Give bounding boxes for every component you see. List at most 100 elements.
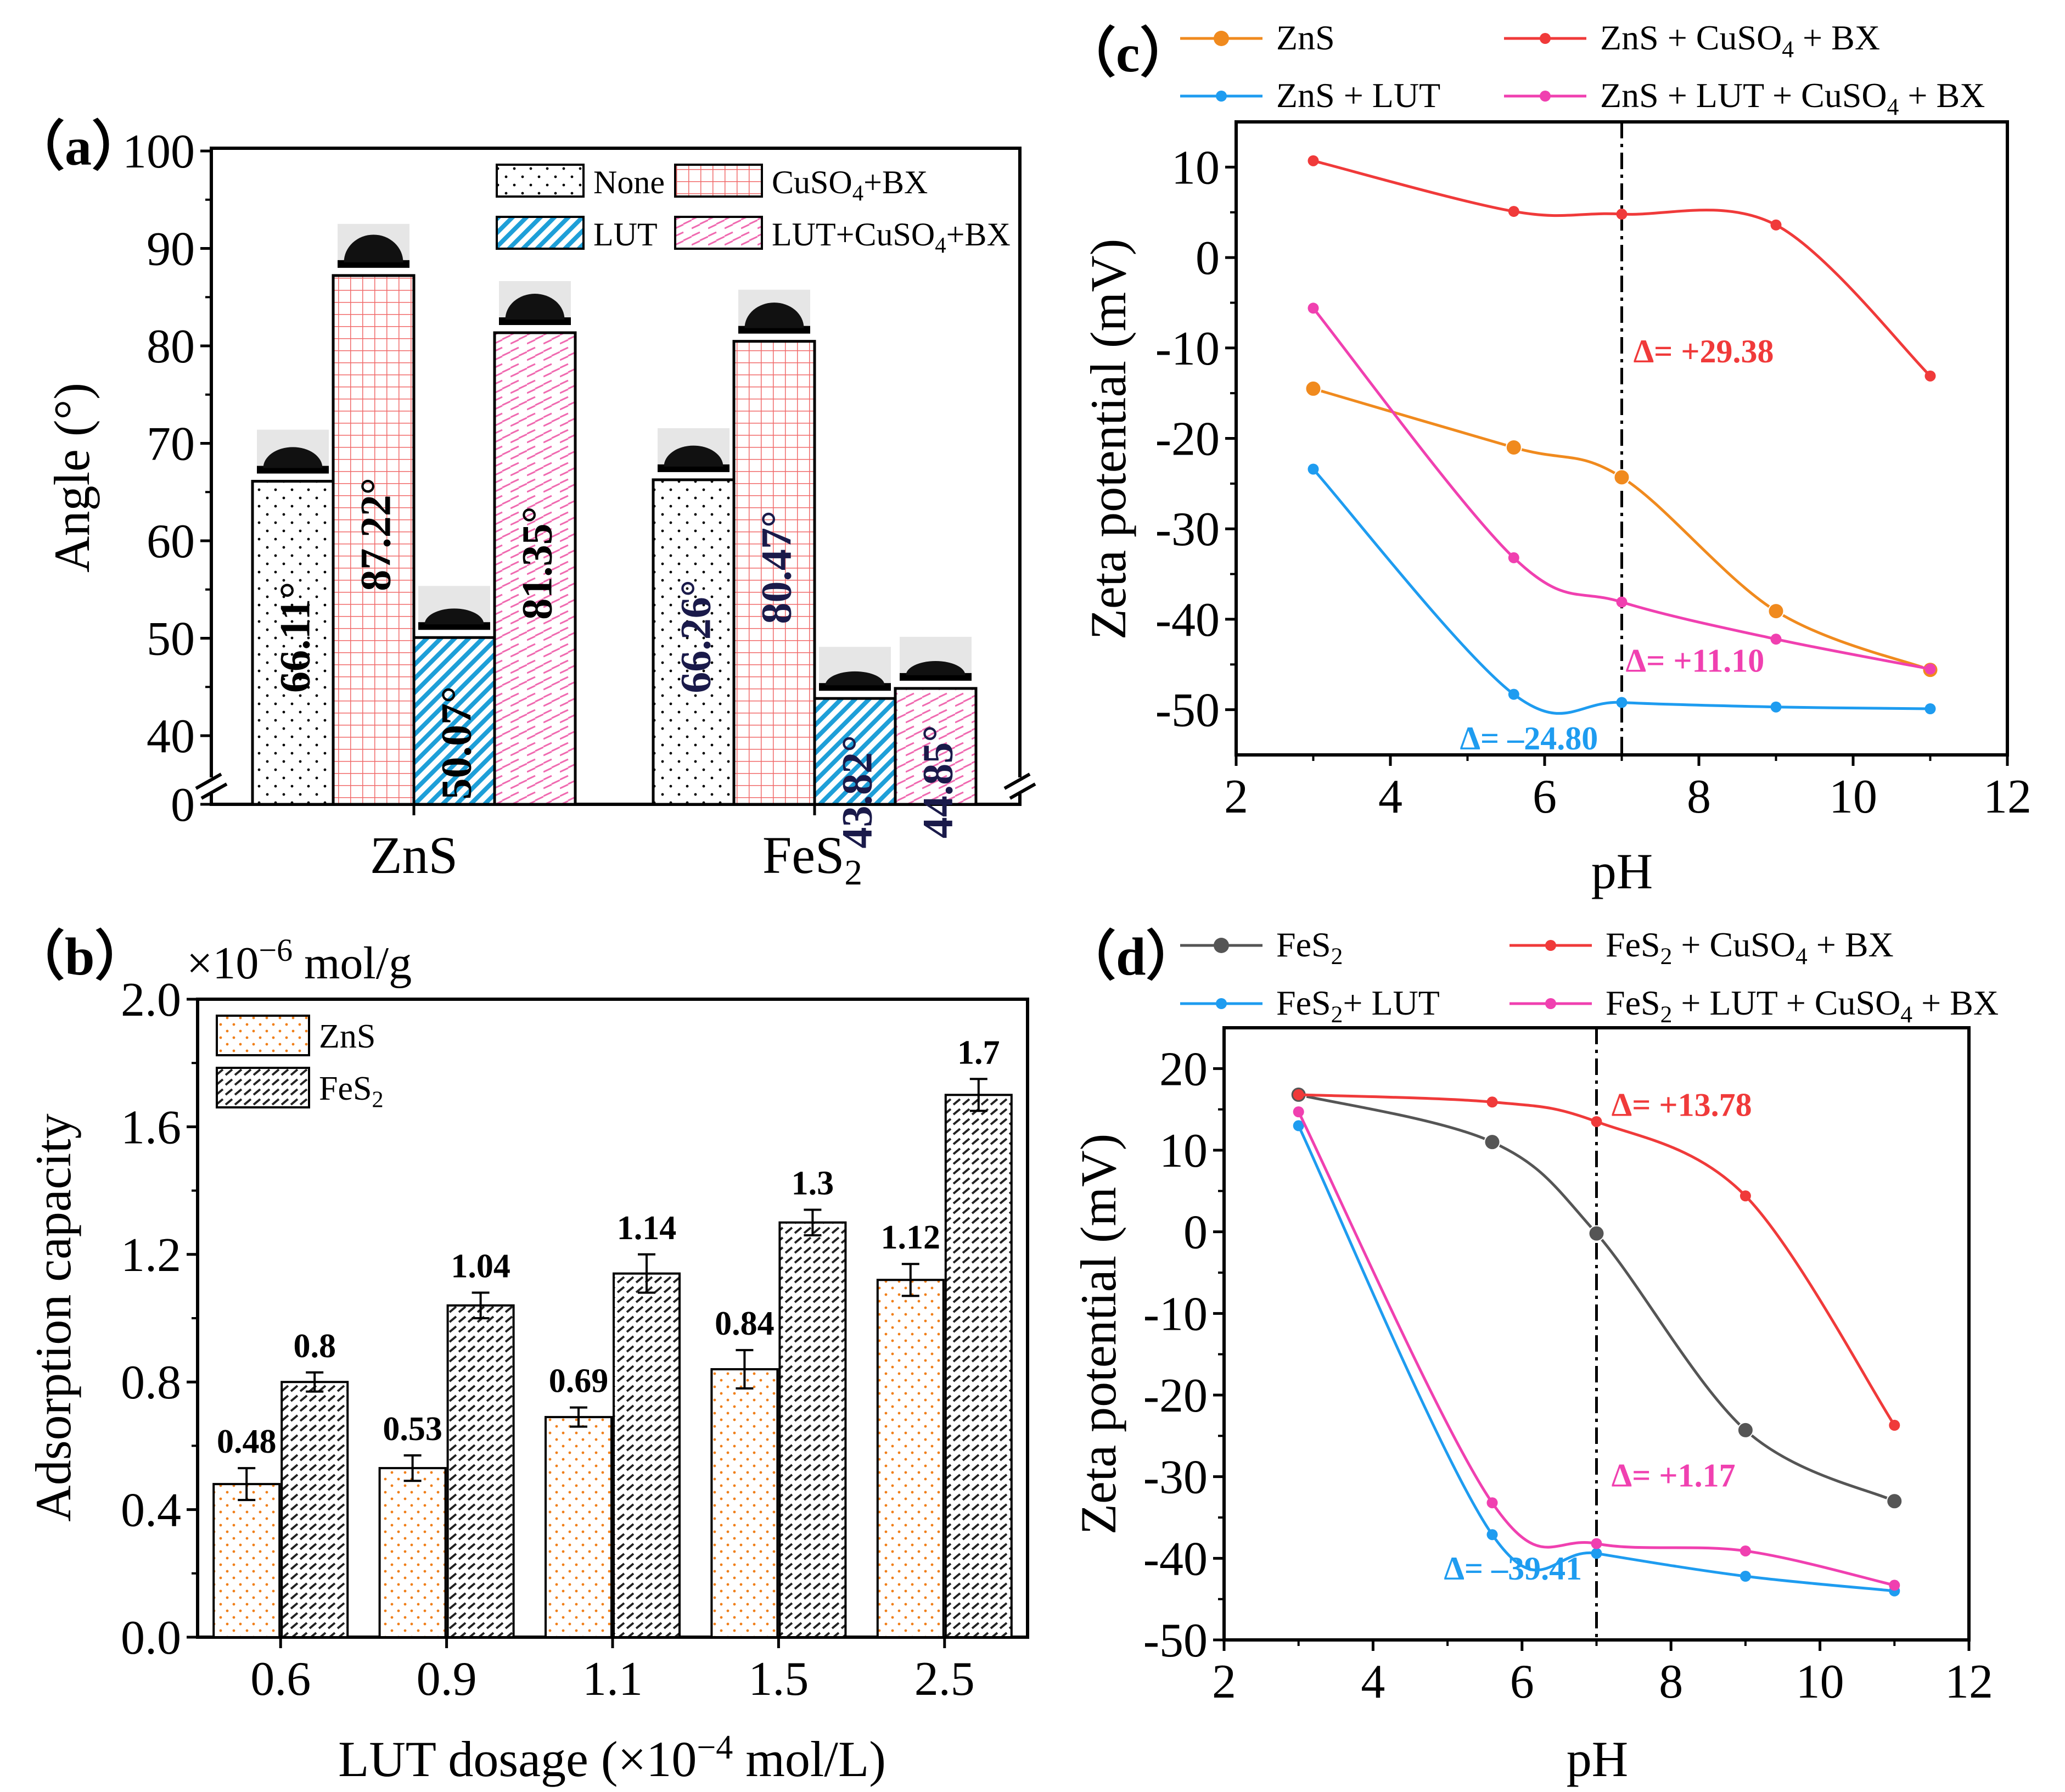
- delta-annotation: Δ= –24.80: [1460, 720, 1598, 757]
- y-tick-label: -40: [1143, 1532, 1208, 1586]
- droplet-shape: [424, 608, 484, 625]
- legend-label: ZnS: [1276, 18, 1335, 57]
- series-line: [1297, 1125, 1895, 1593]
- unit-label: ×10−6 mol/g: [187, 932, 412, 989]
- data-point: [1305, 380, 1322, 397]
- axis-break-mark: [1009, 782, 1036, 800]
- data-point: [1739, 1190, 1751, 1202]
- bar: [894, 687, 978, 806]
- y-tick-label: -20: [1155, 413, 1220, 466]
- bar-value-label: 0.69: [549, 1363, 609, 1400]
- bar: [613, 1272, 681, 1638]
- bar: [412, 636, 496, 806]
- data-point: [1308, 463, 1319, 475]
- data-point: [1486, 1497, 1498, 1509]
- bar-value-label: 43.82°: [833, 735, 881, 849]
- x-axis-label: pH: [1591, 843, 1653, 899]
- bar: [944, 1094, 1013, 1639]
- adsorption-bar-chart: 0.0 0.4 0.8 1.2 1.6 2.0 0.6 0.9 1.1 1.5 2.5 0.48 0.…: [25, 932, 1029, 1787]
- data-point: [1508, 688, 1519, 700]
- y-tick-label: -40: [1155, 593, 1220, 647]
- series-line: [1312, 307, 1931, 670]
- y-tick-label: -50: [1155, 684, 1220, 737]
- data-point: [1770, 701, 1782, 713]
- legend-marker: [1540, 33, 1551, 44]
- legend-swatch: [216, 1067, 310, 1108]
- data-point: [1308, 155, 1319, 166]
- bar: [732, 340, 816, 806]
- data-point: [1486, 1529, 1498, 1541]
- bar: [251, 480, 335, 806]
- data-point: [1484, 1134, 1501, 1151]
- bar-value-label: 0.53: [383, 1410, 442, 1448]
- bar-value-label: 66.26°: [672, 580, 720, 693]
- data-point: [1739, 1571, 1751, 1582]
- delta-annotation: Δ= +11.10: [1626, 642, 1765, 679]
- panel-label-d: （d）: [1062, 927, 1200, 987]
- panel-label-a: （a）: [11, 117, 145, 177]
- y-tick-label: 40: [147, 710, 195, 763]
- data-point: [1591, 1548, 1602, 1559]
- y-tick-label: 90: [147, 223, 195, 276]
- legend-label: ZnS + LUT: [1276, 76, 1440, 115]
- x-tick-label: 4: [1378, 770, 1402, 824]
- data-point: [1508, 206, 1519, 217]
- bar-value-label: 1.14: [617, 1209, 677, 1247]
- legend-label: ZnS + LUT + CuSO4 + BX: [1600, 76, 1985, 120]
- data-point: [1889, 1420, 1900, 1431]
- data-point: [1739, 1545, 1751, 1556]
- bar: [493, 331, 577, 806]
- legend-label: CuSO4+BX: [772, 164, 928, 205]
- y-tick-label: 20: [1159, 1043, 1208, 1096]
- x-tick-label: 1.5: [748, 1653, 809, 1706]
- legend-marker: [1216, 998, 1227, 1009]
- contact-angle-bar-chart: 0 40 50 60 70 80 90 100 ZnS FeS2 66.11° 66.26° 87.2…: [44, 125, 1036, 893]
- x-tick-label: 2.5: [914, 1653, 975, 1706]
- droplet-shape: [825, 671, 885, 686]
- x-tick-label: FeS2: [762, 826, 862, 893]
- delta-annotation: Δ= +29.38: [1634, 333, 1774, 369]
- legend-marker: [1545, 998, 1556, 1009]
- legend-swatch: [496, 216, 585, 250]
- bar-value-label: 1.7: [957, 1034, 1000, 1071]
- legend-marker: [1214, 31, 1229, 46]
- data-point: [1616, 596, 1628, 608]
- x-tick-label: 10: [1796, 1655, 1844, 1709]
- data-point: [1770, 634, 1782, 645]
- bar-value-label: 1.3: [792, 1164, 834, 1202]
- legend-label: ZnS: [319, 1018, 375, 1055]
- y-tick-label: 70: [147, 418, 195, 471]
- x-tick-label: 2: [1212, 1655, 1236, 1709]
- data-point: [1293, 1106, 1304, 1118]
- x-tick-label: 2: [1224, 770, 1248, 824]
- legend-label: FeS2: [1276, 925, 1343, 970]
- x-tick-label: 6: [1533, 770, 1557, 824]
- bar: [710, 1368, 779, 1638]
- bar: [545, 1416, 613, 1639]
- legend: FeS2 FeS2 + CuSO4 + BX FeS2+ LUT FeS2 + LUT…: [1180, 925, 1999, 1028]
- y-tick-label: 1.6: [121, 1101, 181, 1154]
- y-tick-label: -50: [1143, 1614, 1208, 1667]
- y-tick-label: 10: [1171, 141, 1220, 194]
- bar-value-label: 81.35°: [513, 506, 561, 620]
- data-point: [1293, 1089, 1304, 1100]
- x-tick-label: 6: [1510, 1655, 1534, 1709]
- bar: [876, 1279, 945, 1638]
- axis-break-mark: [195, 772, 222, 790]
- data-point: [1737, 1421, 1754, 1438]
- data-point: [1889, 1580, 1900, 1591]
- y-axis-label: Zeta potential (mV): [1070, 1134, 1126, 1535]
- legend-marker: [1216, 91, 1227, 102]
- y-tick-label: 0: [1196, 232, 1220, 285]
- x-axis-label: pH: [1567, 1731, 1628, 1787]
- droplet-shape: [505, 294, 565, 320]
- y-tick-label: 2.0: [121, 973, 181, 1027]
- axis-break-mark: [1003, 772, 1031, 790]
- legend: None CuSO4+BX LUT LUT+CuSO4+BX: [496, 164, 1011, 257]
- bar-value-label: 0.48: [217, 1423, 277, 1460]
- droplet-shape: [664, 445, 723, 467]
- y-tick-label: 0.8: [121, 1356, 181, 1409]
- bar-value-label: 0.8: [293, 1328, 336, 1365]
- legend-label: FeS2 + CuSO4 + BX: [1606, 925, 1894, 970]
- x-tick-label: 10: [1829, 770, 1877, 824]
